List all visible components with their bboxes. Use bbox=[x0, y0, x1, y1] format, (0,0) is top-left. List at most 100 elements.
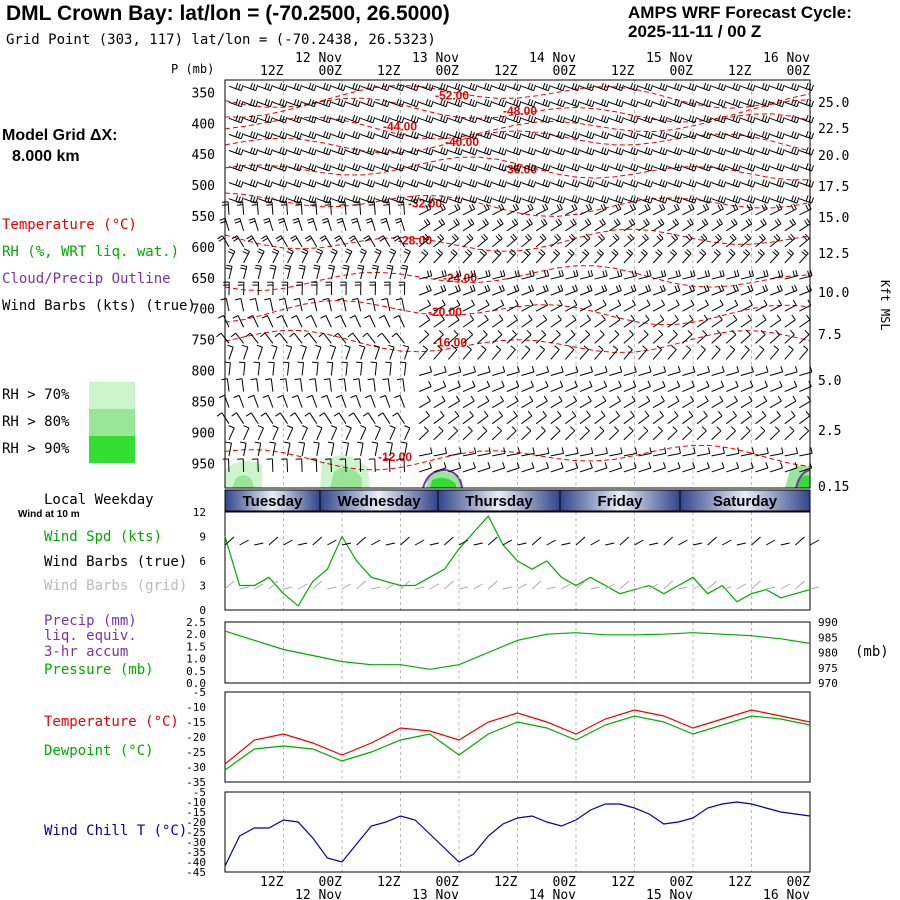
wind-barb bbox=[418, 366, 433, 376]
wind-barb bbox=[799, 218, 811, 232]
wind-barb bbox=[652, 366, 667, 376]
wind-barb bbox=[565, 179, 580, 188]
wind-barb bbox=[492, 114, 507, 124]
windchill-tick-label: -30 bbox=[186, 836, 206, 849]
date-label-bottom: 12 Nov bbox=[295, 888, 342, 900]
grid-wind-barb bbox=[795, 580, 805, 590]
wind-barb bbox=[521, 462, 535, 473]
grid-wind-barb bbox=[751, 580, 761, 590]
wind-barb bbox=[234, 298, 245, 312]
wind-barb bbox=[354, 458, 362, 472]
model-grid-label: Model Grid ΔX: bbox=[2, 127, 118, 144]
wind-barb bbox=[696, 147, 712, 156]
wind-barb bbox=[404, 82, 420, 92]
wind-barb bbox=[338, 378, 347, 392]
wind-barb bbox=[550, 284, 564, 296]
wind-barb bbox=[301, 425, 308, 440]
wind-barb bbox=[433, 447, 447, 457]
wind-barb bbox=[594, 314, 606, 328]
wind-barb bbox=[711, 329, 722, 344]
wind-barb bbox=[696, 447, 711, 457]
wind-barb bbox=[711, 233, 722, 248]
wind-barb bbox=[550, 426, 561, 441]
grid-wind-barb bbox=[502, 586, 512, 590]
wind-barb bbox=[799, 284, 812, 296]
wind-barb bbox=[652, 410, 664, 425]
wind-barb bbox=[799, 426, 810, 441]
wind-barb bbox=[243, 163, 259, 172]
wind-barb bbox=[506, 462, 520, 473]
wind-barb bbox=[565, 114, 580, 124]
wind-barb bbox=[433, 249, 443, 264]
hour-tick-label-bottom: 12Z bbox=[494, 875, 518, 890]
wind-barb bbox=[565, 366, 579, 376]
wind-barb bbox=[638, 345, 648, 360]
wind-barb bbox=[667, 284, 681, 296]
wind-barb bbox=[550, 314, 562, 328]
wind-barb bbox=[368, 458, 376, 472]
wind-barb bbox=[711, 410, 723, 425]
wind-barb bbox=[755, 366, 769, 376]
wind-barb bbox=[652, 163, 668, 172]
wind-barb bbox=[535, 366, 550, 376]
pressure-tick-label: 800 bbox=[192, 365, 215, 380]
wind-barb bbox=[535, 195, 551, 204]
wind-barb bbox=[433, 284, 447, 296]
wind-barb bbox=[682, 447, 696, 457]
isotherm-label: -32.00 bbox=[408, 197, 442, 211]
wind-barb bbox=[313, 264, 321, 280]
wind-barb bbox=[769, 314, 782, 328]
wind-barb bbox=[506, 218, 519, 232]
wind-barb bbox=[492, 269, 506, 280]
wind-barb bbox=[418, 410, 430, 425]
wind-barb bbox=[638, 147, 654, 156]
wind-barb bbox=[313, 441, 320, 456]
wind-barb bbox=[448, 179, 463, 188]
wind-barb bbox=[521, 147, 537, 156]
surface-wind-barb bbox=[341, 542, 352, 546]
wind-barb bbox=[364, 315, 376, 328]
wind-barb bbox=[506, 195, 522, 204]
wind-barb bbox=[667, 147, 683, 156]
wind-barb bbox=[682, 410, 694, 425]
isotherm-label: -16.00 bbox=[433, 336, 467, 350]
wind-barb bbox=[667, 380, 681, 393]
pressure-unit-label: (mb) bbox=[855, 644, 889, 660]
wind-barb bbox=[740, 147, 756, 156]
wind-barb bbox=[362, 412, 376, 424]
wind-barb bbox=[258, 82, 273, 92]
wind-barb bbox=[276, 315, 288, 328]
wind-barb bbox=[257, 425, 264, 440]
wind-barb bbox=[535, 410, 547, 425]
wind-barb bbox=[652, 195, 668, 204]
wind-barb bbox=[608, 249, 619, 264]
wind-barb bbox=[253, 361, 261, 376]
wind-barb bbox=[315, 344, 322, 360]
wind-barb bbox=[594, 329, 605, 344]
wind-barb bbox=[491, 395, 504, 409]
pressure-tick-label: 950 bbox=[192, 457, 215, 472]
date-label-top: 16 Nov bbox=[763, 51, 810, 66]
wind-barb bbox=[418, 380, 432, 393]
wind-barb bbox=[535, 426, 546, 441]
wind-barb bbox=[258, 147, 273, 156]
surface-wind-barb bbox=[751, 536, 761, 546]
windchill-tick-label: -10 bbox=[186, 796, 206, 809]
wind-barb bbox=[291, 315, 303, 328]
wind-barb bbox=[333, 412, 347, 424]
wind-barb bbox=[711, 195, 727, 204]
wind-barb bbox=[652, 314, 665, 328]
wind-barb bbox=[269, 441, 276, 456]
wind-barb bbox=[726, 269, 740, 280]
grid-wind-barb bbox=[268, 580, 279, 590]
wind-barb bbox=[579, 82, 595, 92]
wind-barb bbox=[667, 82, 683, 92]
wind-barb bbox=[550, 82, 566, 92]
wind-barb bbox=[448, 82, 463, 92]
wind-barb bbox=[667, 233, 679, 248]
wind-barb bbox=[769, 366, 784, 376]
wind-barb bbox=[755, 284, 769, 296]
wind-barb bbox=[755, 299, 768, 312]
wind-barb bbox=[254, 441, 262, 456]
wind-barb bbox=[535, 249, 546, 264]
